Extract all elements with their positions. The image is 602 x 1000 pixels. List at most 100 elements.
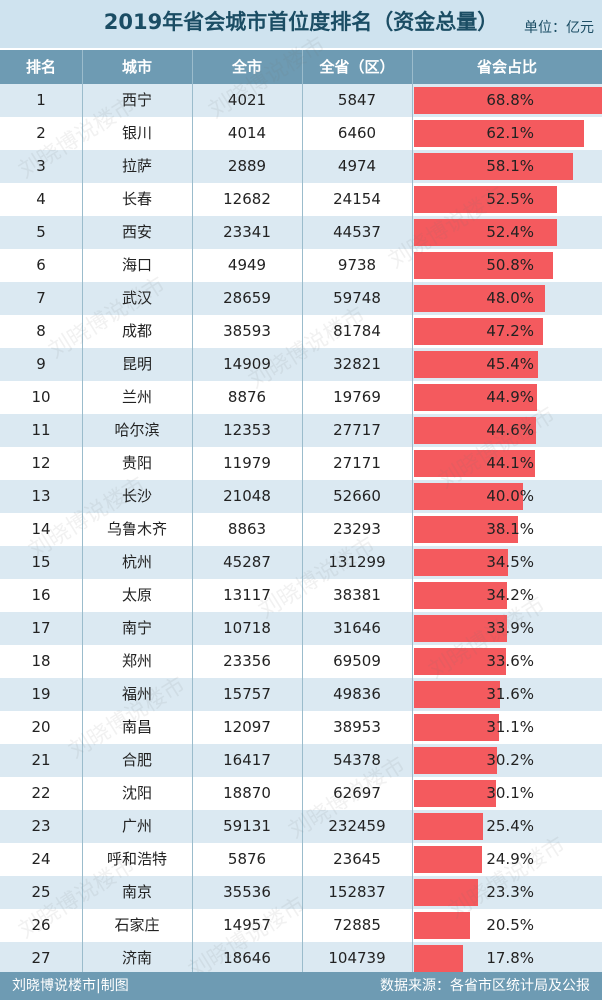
share-bar	[414, 582, 507, 609]
rank-cell: 9	[36, 355, 46, 373]
province-total-cell: 131299	[328, 553, 386, 571]
share-label: 30.1%	[486, 784, 534, 802]
province-total-cell: 59748	[333, 289, 381, 307]
city-cell: 沈阳	[121, 784, 152, 802]
city-total-cell: 13117	[223, 586, 271, 604]
share-label: 48.0%	[486, 289, 534, 307]
table-row: 22 沈阳 18870 62697 30.1%	[0, 777, 602, 810]
table-row: 3 拉萨 2889 4974 58.1%	[0, 150, 602, 183]
table-row: 8 成都 38593 81784 47.2%	[0, 315, 602, 348]
share-bar	[414, 417, 536, 444]
province-total-cell: 38953	[333, 718, 381, 736]
rank-cell: 17	[31, 619, 51, 637]
column-divider	[302, 50, 303, 972]
column-divider	[412, 50, 413, 972]
table-row: 15 杭州 45287 131299 34.5%	[0, 546, 602, 579]
column-divider	[192, 50, 193, 972]
city-cell: 石家庄	[114, 916, 160, 934]
province-total-cell: 49836	[333, 685, 381, 703]
city-total-cell: 23356	[223, 652, 271, 670]
header-city-total: 全市	[231, 58, 262, 76]
rank-cell: 21	[31, 751, 51, 769]
province-total-cell: 38381	[333, 586, 381, 604]
table-row: 18 郑州 23356 69509 33.6%	[0, 645, 602, 678]
rank-cell: 23	[31, 817, 51, 835]
rank-cell: 11	[31, 421, 51, 439]
share-bar	[414, 516, 518, 543]
table-row: 2 银川 4014 6460 62.1%	[0, 117, 602, 150]
table-row: 11 哈尔滨 12353 27717 44.6%	[0, 414, 602, 447]
rank-cell: 2	[36, 124, 46, 142]
share-label: 52.5%	[486, 190, 534, 208]
table-row: 20 南昌 12097 38953 31.1%	[0, 711, 602, 744]
city-cell: 福州	[121, 685, 152, 703]
city-total-cell: 8863	[227, 520, 267, 538]
rank-cell: 25	[31, 883, 51, 901]
city-total-cell: 15757	[223, 685, 271, 703]
province-total-cell: 54378	[333, 751, 381, 769]
city-total-cell: 23341	[223, 223, 271, 241]
city-total-cell: 14957	[223, 916, 271, 934]
city-total-cell: 21048	[223, 487, 271, 505]
city-cell: 海口	[121, 256, 152, 274]
share-bar	[414, 813, 483, 840]
page-title: 2019年省会城市首位度排名（资金总量）	[103, 10, 499, 34]
table-row: 19 福州 15757 49836 31.6%	[0, 678, 602, 711]
city-cell: 郑州	[121, 652, 152, 670]
city-cell: 昆明	[121, 355, 152, 373]
rank-cell: 1	[36, 91, 46, 109]
city-total-cell: 45287	[223, 553, 271, 571]
city-cell: 太原	[121, 586, 152, 604]
city-cell: 杭州	[121, 553, 152, 571]
share-bar	[414, 483, 523, 510]
share-label: 58.1%	[486, 157, 534, 175]
share-bar	[414, 318, 543, 345]
share-bar	[414, 912, 470, 939]
share-bar	[414, 714, 499, 741]
table-row: 6 海口 4949 9738 50.8%	[0, 249, 602, 282]
city-cell: 呼和浩特	[106, 850, 167, 868]
rank-cell: 6	[36, 256, 46, 274]
rank-cell: 10	[31, 388, 51, 406]
share-label: 38.1%	[486, 520, 534, 538]
province-total-cell: 232459	[328, 817, 386, 835]
share-label: 24.9%	[486, 850, 534, 868]
city-cell: 南昌	[121, 718, 152, 736]
share-bar	[414, 219, 557, 246]
share-bar	[414, 450, 535, 477]
city-cell: 哈尔滨	[114, 421, 160, 439]
city-cell: 银川	[121, 124, 152, 142]
share-bar	[414, 252, 553, 279]
share-bar	[414, 153, 573, 180]
city-total-cell: 11979	[223, 454, 271, 472]
city-cell: 南宁	[121, 619, 152, 637]
city-total-cell: 28659	[223, 289, 271, 307]
share-label: 31.1%	[486, 718, 534, 736]
city-total-cell: 8876	[227, 388, 267, 406]
city-total-cell: 10718	[223, 619, 271, 637]
province-total-cell: 44537	[333, 223, 381, 241]
share-label: 44.6%	[486, 421, 534, 439]
footer-credit: 刘晓博说楼市|制图	[12, 978, 129, 994]
rank-cell: 14	[31, 520, 51, 538]
city-cell: 武汉	[121, 289, 152, 307]
city-cell: 长春	[121, 190, 152, 208]
table-row: 17 南宁 10718 31646 33.9%	[0, 612, 602, 645]
province-total-cell: 62697	[333, 784, 381, 802]
rank-cell: 16	[31, 586, 51, 604]
table-row: 27 济南 18646 104739 17.8%	[0, 942, 602, 975]
rank-cell: 27	[31, 949, 51, 967]
footer: 刘晓博说楼市|制图 数据来源：各省市区统计局及公报	[0, 972, 602, 1000]
share-label: 23.3%	[486, 883, 534, 901]
share-bar	[414, 780, 496, 807]
table-header: 排名 城市 全市 全省（区） 省会占比	[0, 50, 602, 84]
share-bar	[414, 648, 506, 675]
share-label: 47.2%	[486, 322, 534, 340]
city-total-cell: 38593	[223, 322, 271, 340]
unit-label: 单位：亿元	[524, 20, 594, 36]
table-row: 10 兰州 8876 19769 44.9%	[0, 381, 602, 414]
share-bar	[414, 681, 500, 708]
province-total-cell: 24154	[333, 190, 381, 208]
share-bar	[414, 945, 463, 972]
table-row: 26 石家庄 14957 72885 20.5%	[0, 909, 602, 942]
